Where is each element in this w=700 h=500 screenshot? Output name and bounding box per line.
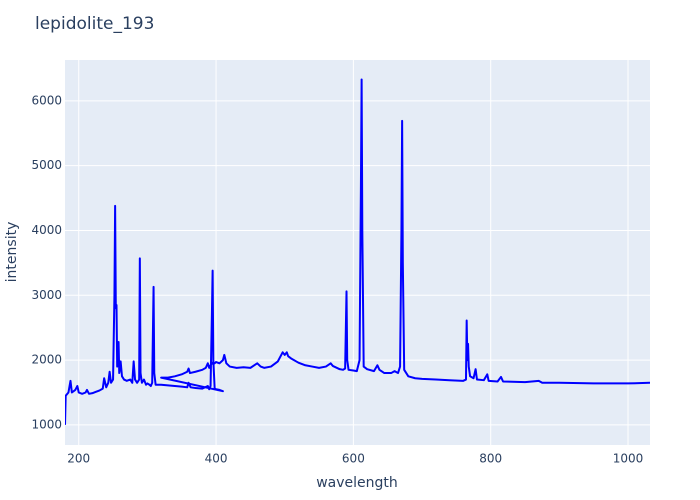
plot-area [65, 60, 650, 445]
spectrum-line [65, 78, 650, 425]
chart-title: lepidolite_193 [35, 14, 154, 34]
y-tick-label: 5000 [31, 158, 62, 172]
x-tick-label: 600 [342, 452, 365, 466]
x-tick-label: 800 [479, 452, 502, 466]
x-axis-label: wavelength [316, 475, 398, 491]
y-tick-label: 6000 [31, 93, 62, 107]
y-tick-label: 4000 [31, 223, 62, 237]
y-tick-label: 1000 [31, 417, 62, 431]
x-tick-label: 1000 [613, 452, 644, 466]
y-tick-label: 2000 [31, 353, 62, 367]
y-axis-label: intensity [4, 222, 20, 283]
y-tick-label: 3000 [31, 288, 62, 302]
x-tick-label: 400 [205, 452, 228, 466]
x-tick-label: 200 [67, 452, 90, 466]
